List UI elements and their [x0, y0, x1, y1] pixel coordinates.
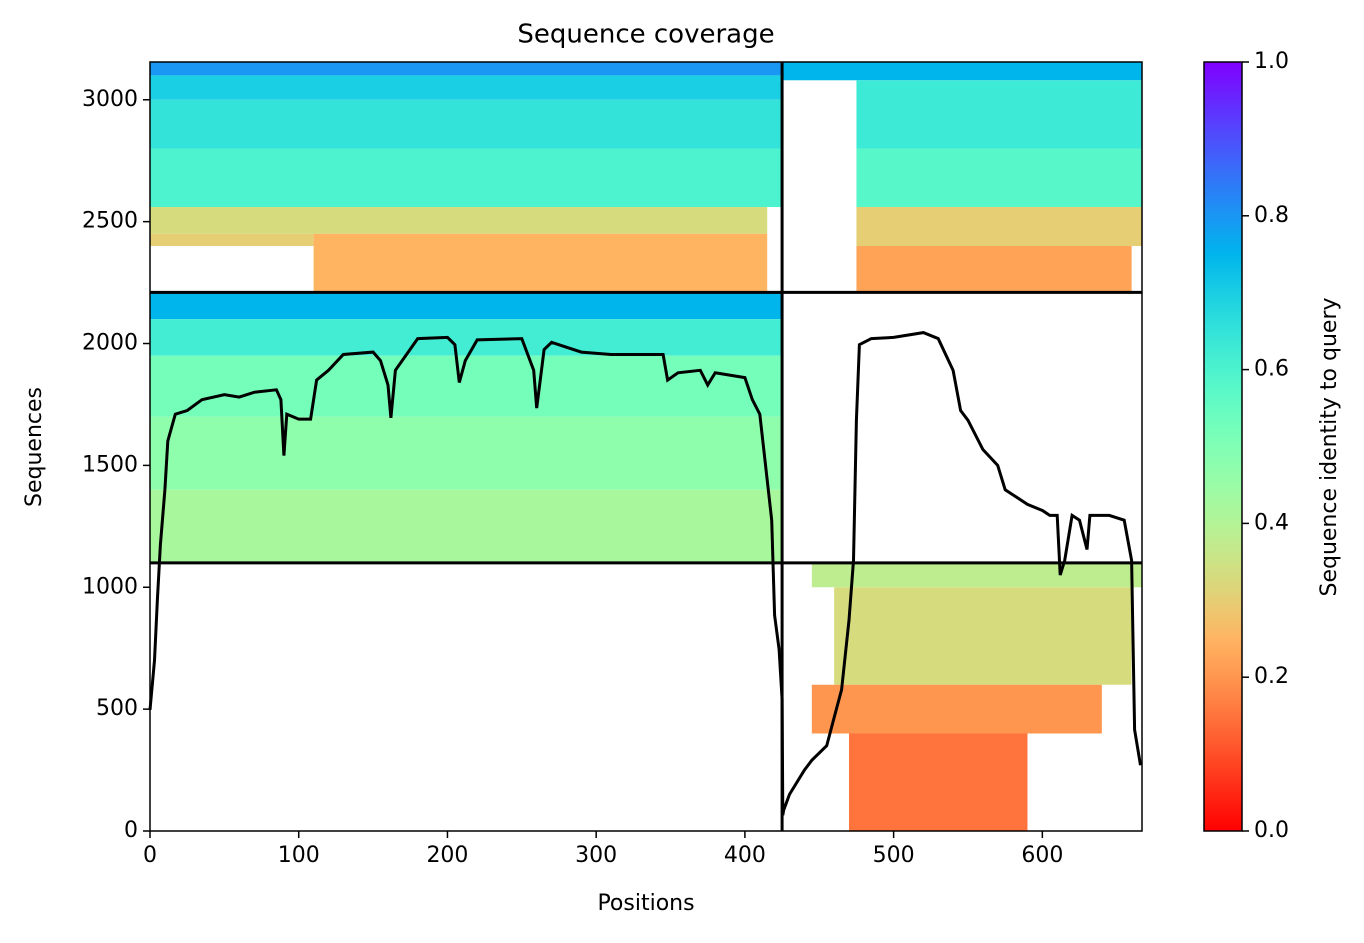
y-tick-label: 3000: [82, 87, 138, 112]
colorbar-tick-label: 0.6: [1254, 357, 1289, 382]
identity-band: [856, 246, 1132, 293]
identity-band: [313, 233, 768, 293]
identity-band: [782, 62, 1142, 81]
plot-frame: [149, 61, 1143, 832]
x-tick-label: 0: [143, 843, 157, 868]
colorbar-tick-label: 0.4: [1254, 510, 1289, 535]
colorbar-tick-label: 0.2: [1254, 664, 1289, 689]
identity-band: [856, 207, 1142, 247]
identity-band: [811, 684, 1102, 734]
colorbar-label: Sequence identity to query: [1317, 297, 1342, 596]
x-tick-label: 200: [426, 843, 468, 868]
identity-band: [150, 416, 783, 490]
identity-band: [150, 355, 783, 417]
chart-title: Sequence coverage: [517, 20, 774, 50]
identity-band: [150, 489, 783, 563]
x-tick-label: 300: [575, 843, 617, 868]
identity-band: [150, 99, 783, 149]
coverage-line: [148, 331, 1142, 816]
colorbar-tick-label: 0.0: [1254, 818, 1289, 843]
x-tick-label: 100: [278, 843, 320, 868]
identity-band: [849, 733, 1028, 831]
identity-band: [811, 562, 1142, 588]
x-tick-label: 600: [1021, 843, 1063, 868]
y-tick-label: 0: [124, 818, 138, 843]
identity-band: [150, 75, 783, 100]
identity-band: [150, 148, 783, 208]
identity-band: [150, 292, 783, 320]
colorbar-tick-label: 1.0: [1254, 49, 1289, 74]
identity-band: [856, 80, 1142, 149]
identity-band: [150, 319, 783, 356]
x-tick-label: 500: [873, 843, 915, 868]
y-tick-label: 2500: [82, 209, 138, 234]
y-tick-label: 2000: [82, 331, 138, 356]
identity-band: [150, 62, 783, 76]
identity-band: [150, 207, 768, 234]
x-axis-label: Positions: [597, 891, 694, 916]
identity-band: [856, 148, 1142, 208]
colorbar-tick-label: 0.8: [1254, 203, 1289, 228]
y-tick-label: 500: [96, 696, 138, 721]
identity-band: [150, 233, 314, 247]
identity-band: [834, 587, 1132, 685]
y-axis-label: Sequences: [22, 387, 47, 507]
colorbar: [1203, 61, 1243, 832]
y-tick-label: 1500: [82, 452, 138, 477]
x-tick-label: 400: [724, 843, 766, 868]
y-tick-label: 1000: [82, 574, 138, 599]
